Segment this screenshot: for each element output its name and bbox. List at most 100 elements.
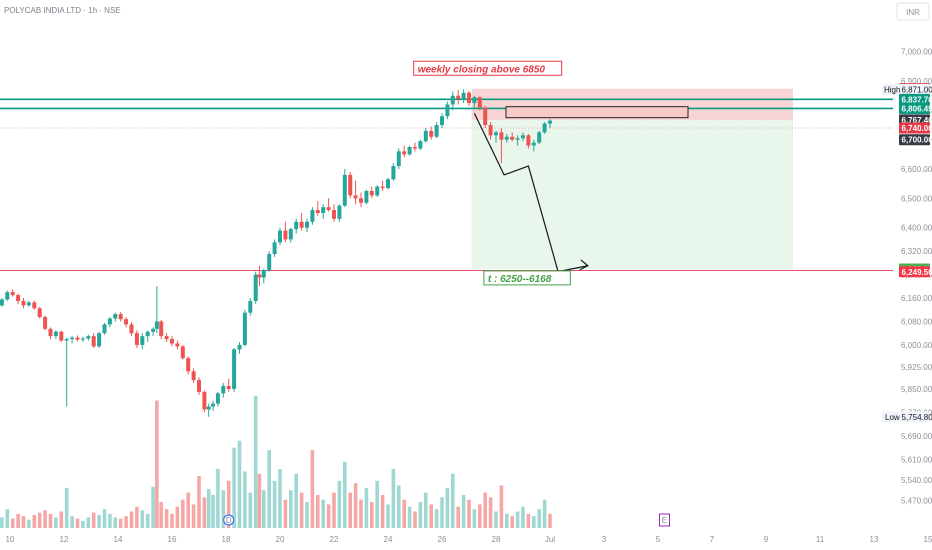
currency-button[interactable]: [896, 2, 930, 21]
candle-body: [288, 229, 293, 240]
projection-arrowhead: [579, 259, 589, 271]
candle: [237, 342, 242, 354]
volume-bar: [216, 469, 220, 528]
candle-body: [191, 371, 196, 381]
volume-bar: [488, 497, 493, 528]
price-tag-label: 6,767.40: [902, 116, 932, 125]
candle: [418, 139, 423, 150]
volume-bar: [5, 509, 10, 528]
price-tag-background: [899, 134, 930, 146]
candle-body: [531, 142, 536, 146]
volume-bar: [451, 473, 455, 528]
price-tag: 6,871.00: [899, 84, 932, 96]
volume-bar: [386, 504, 390, 528]
candle: [337, 204, 342, 222]
candle-body: [440, 116, 444, 126]
candle: [272, 239, 277, 257]
position-zones: [471, 88, 793, 270]
candle: [283, 221, 288, 243]
volume-bar: [164, 509, 169, 528]
price-tick-label: 6,000.00: [901, 341, 932, 350]
volume-bar: [186, 492, 190, 528]
volume-bar: [337, 480, 342, 528]
candle-body: [64, 339, 69, 341]
volume-bar: [81, 520, 85, 528]
price-tick-label: 6,600.00: [901, 165, 932, 174]
candle: [294, 218, 299, 234]
volume-bar: [424, 492, 428, 528]
candle-body: [315, 210, 320, 213]
price-tag-background: [899, 122, 930, 134]
candle: [242, 309, 247, 347]
candle-body: [542, 123, 547, 133]
candle: [537, 130, 542, 145]
time-tick-label: 10: [6, 535, 15, 544]
candle: [32, 300, 37, 310]
volume-bar: [10, 518, 15, 528]
candle-body: [429, 130, 434, 137]
candle-body: [248, 300, 253, 313]
candle-body: [548, 120, 552, 124]
time-axis: 10121416182022242628Jul35791113151719212…: [6, 535, 932, 544]
candle: [59, 330, 64, 343]
candle-body: [180, 346, 185, 359]
volume-bar: [243, 471, 247, 528]
candle-body: [253, 274, 258, 301]
candle: [434, 122, 439, 139]
candle: [499, 127, 504, 164]
entry-box: [505, 106, 689, 119]
price-tag: 6,806.45: [899, 102, 932, 114]
volume-bar: [113, 517, 118, 528]
volume-bar: [16, 513, 20, 528]
candle: [21, 298, 26, 309]
candle-body: [434, 125, 439, 137]
candle: [504, 133, 509, 143]
candle-body: [407, 147, 412, 155]
candle: [86, 334, 91, 341]
candle-body: [37, 308, 42, 318]
candle: [353, 180, 358, 205]
candle-body: [326, 207, 331, 211]
time-tick-label: 24: [384, 535, 393, 544]
volume-bar: [548, 513, 552, 528]
candle-body: [494, 132, 498, 136]
volume-bar: [86, 517, 91, 528]
volume-bar: [348, 492, 352, 528]
volume-bar: [289, 490, 293, 528]
candle: [531, 139, 536, 152]
volume-bar: [510, 516, 514, 528]
candle: [129, 322, 134, 337]
candle: [10, 289, 15, 297]
time-tick-label: 15: [924, 535, 932, 544]
candle: [305, 218, 309, 233]
volume-bar: [326, 504, 331, 528]
volume-bar: [253, 395, 258, 528]
price-tick-label: 5,540.00: [901, 476, 932, 485]
candle: [326, 198, 331, 212]
candle-body: [488, 125, 493, 136]
volume-bar: [108, 513, 112, 528]
dividend-event-marker: [223, 514, 235, 526]
price-tag-label: 6,700.00: [902, 136, 932, 145]
volume-bar: [221, 490, 226, 528]
volume-bar: [542, 499, 547, 528]
annotation-target: t : 6250--6168: [488, 274, 552, 285]
currency-label: INR: [906, 8, 920, 17]
candle-body: [342, 174, 347, 206]
low-label-bg: [882, 411, 898, 423]
candle: [278, 227, 282, 246]
annotation-weekly-closing: weekly closing above 6850: [418, 64, 546, 75]
candle: [226, 378, 231, 392]
volume-bar: [499, 485, 504, 528]
candle-body: [5, 292, 10, 300]
candle: [521, 132, 525, 142]
price-tag-background: [899, 84, 930, 96]
candle-body: [305, 221, 309, 228]
candle-body: [107, 318, 112, 325]
candle-body: [151, 328, 156, 332]
volume-bar: [505, 513, 509, 528]
candle-body: [294, 221, 299, 230]
candle-body: [510, 136, 515, 140]
price-tick-label: 6,900.00: [901, 77, 932, 86]
